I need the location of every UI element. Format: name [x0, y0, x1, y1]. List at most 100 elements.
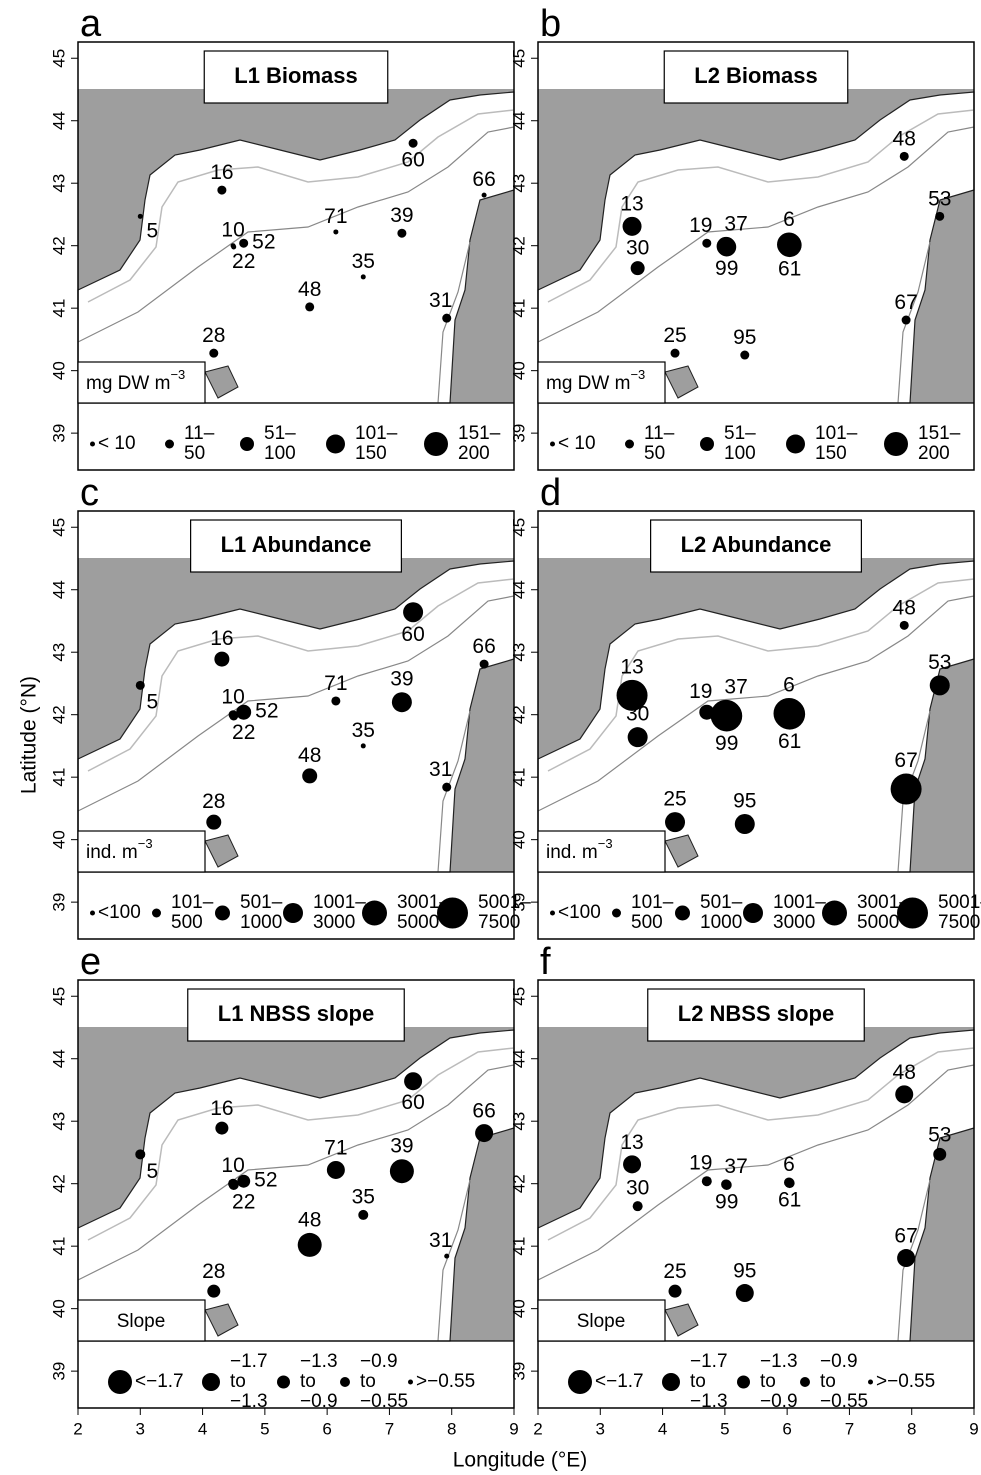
frame [537, 41, 975, 471]
station-label: 25 [663, 324, 686, 347]
station-marker [239, 238, 249, 248]
station-label: 99 [715, 257, 738, 280]
y-tick-label: 42 [49, 1174, 68, 1193]
station-label: 25 [663, 1260, 686, 1283]
station-label: 16 [210, 1097, 233, 1120]
y-tick-label: 39 [509, 1362, 528, 1381]
y-tick-label: 43 [509, 1112, 528, 1131]
legend-marker [737, 1375, 750, 1389]
title-box [203, 50, 389, 104]
unit-box [537, 361, 666, 404]
station-marker [333, 229, 339, 235]
x-axis-title: Longitude (°E) [453, 1449, 587, 1472]
panel-letter: c [80, 472, 99, 514]
station-marker [630, 261, 645, 276]
station-marker [331, 696, 341, 706]
coastline [77, 88, 515, 404]
y-tick-label: 39 [509, 893, 528, 912]
station-marker [616, 679, 648, 711]
station-label: 53 [928, 651, 951, 674]
legend-label: 1001– 3000 [773, 892, 826, 933]
legend-marker [152, 908, 161, 918]
station-label: 35 [352, 719, 375, 742]
station-label: 28 [202, 1260, 225, 1283]
legend-label: −1.7 to −1.3 [690, 1351, 728, 1412]
station-marker [774, 698, 806, 730]
station-label: 25 [663, 788, 686, 811]
station-marker [740, 350, 750, 360]
panel-letter: d [540, 472, 561, 514]
y-tick-label: 45 [509, 518, 528, 537]
station-marker [228, 1179, 239, 1190]
station-label: 60 [401, 148, 424, 171]
station-marker [702, 238, 712, 248]
station-label: 5 [146, 690, 158, 713]
frame [77, 41, 515, 471]
station-label: 71 [324, 672, 347, 695]
station-marker [229, 711, 239, 721]
station-marker [933, 1147, 947, 1161]
station-marker [360, 743, 366, 749]
station-marker [397, 228, 407, 238]
legend-marker [868, 1379, 873, 1385]
station-label: 66 [472, 168, 495, 191]
y-tick-label: 44 [509, 1049, 528, 1068]
legend-label: −1.3 to −0.9 [760, 1351, 798, 1412]
station-marker [444, 1253, 450, 1259]
station-label: 52 [252, 231, 275, 254]
station-label: 19 [689, 1152, 712, 1175]
y-tick-label: 40 [49, 830, 68, 849]
unit-box [77, 361, 206, 404]
station-label: 39 [390, 204, 413, 227]
legend-label: −0.9 to −0.55 [360, 1351, 408, 1412]
panel: d L2 Abundance ind. m−3 39 40 41 42 43 44 45 <100 4… [509, 472, 981, 940]
y-tick-label: 40 [49, 361, 68, 380]
station-label: 71 [324, 205, 347, 228]
station-label: 95 [733, 326, 756, 349]
legend-label: <100 [98, 902, 141, 923]
legend-marker [884, 432, 908, 456]
station-marker [442, 782, 452, 792]
station-marker [699, 704, 715, 720]
station-marker [403, 602, 424, 623]
x-tick-label: 6 [322, 1419, 331, 1438]
legend-label: 3001– 5000 [857, 892, 910, 933]
legend-label: 501– 1000 [240, 892, 283, 933]
legend-label: −1.7 to −1.3 [230, 1351, 268, 1412]
legend-label: 11– 50 [184, 423, 215, 464]
legend-label: <100 [558, 902, 601, 923]
y-tick-label: 44 [509, 580, 528, 599]
panel-title: L2 Abundance [681, 532, 832, 557]
station-marker [632, 1201, 643, 1212]
station-label: 95 [733, 1260, 756, 1283]
unit-sup: −3 [630, 367, 645, 382]
frame [537, 510, 975, 940]
station-label: 48 [893, 1061, 916, 1084]
legend-marker [362, 900, 387, 926]
legend-label: <−1.7 [595, 1371, 644, 1392]
legend-marker [568, 1370, 592, 1394]
y-tick-label: 40 [509, 1299, 528, 1318]
x-tick-label: 8 [907, 1419, 916, 1438]
station-marker [360, 274, 366, 280]
y-tick-label: 43 [509, 643, 528, 662]
y-tick-label: 39 [49, 893, 68, 912]
station-label: 30 [626, 1177, 649, 1200]
legend-label: 5001–7500 [478, 892, 531, 933]
y-tick-label: 40 [49, 1299, 68, 1318]
unit-label: Slope [577, 1311, 626, 1332]
legend-marker [90, 441, 95, 447]
y-tick-label: 41 [49, 768, 68, 787]
legend-label: 101– 500 [171, 892, 214, 933]
station-label: 6 [783, 673, 795, 696]
x-tick-label: 6 [782, 1419, 791, 1438]
x-tick-label: 3 [136, 1419, 145, 1438]
legend-label: < 10 [558, 433, 596, 454]
station-label: 16 [210, 627, 233, 650]
station-marker [701, 1176, 712, 1187]
panel-title: L2 NBSS slope [678, 1001, 834, 1026]
station-label: 67 [894, 1225, 917, 1248]
legend-marker [277, 1375, 290, 1389]
station-marker [665, 812, 686, 833]
panel-title: L1 Abundance [221, 532, 372, 557]
